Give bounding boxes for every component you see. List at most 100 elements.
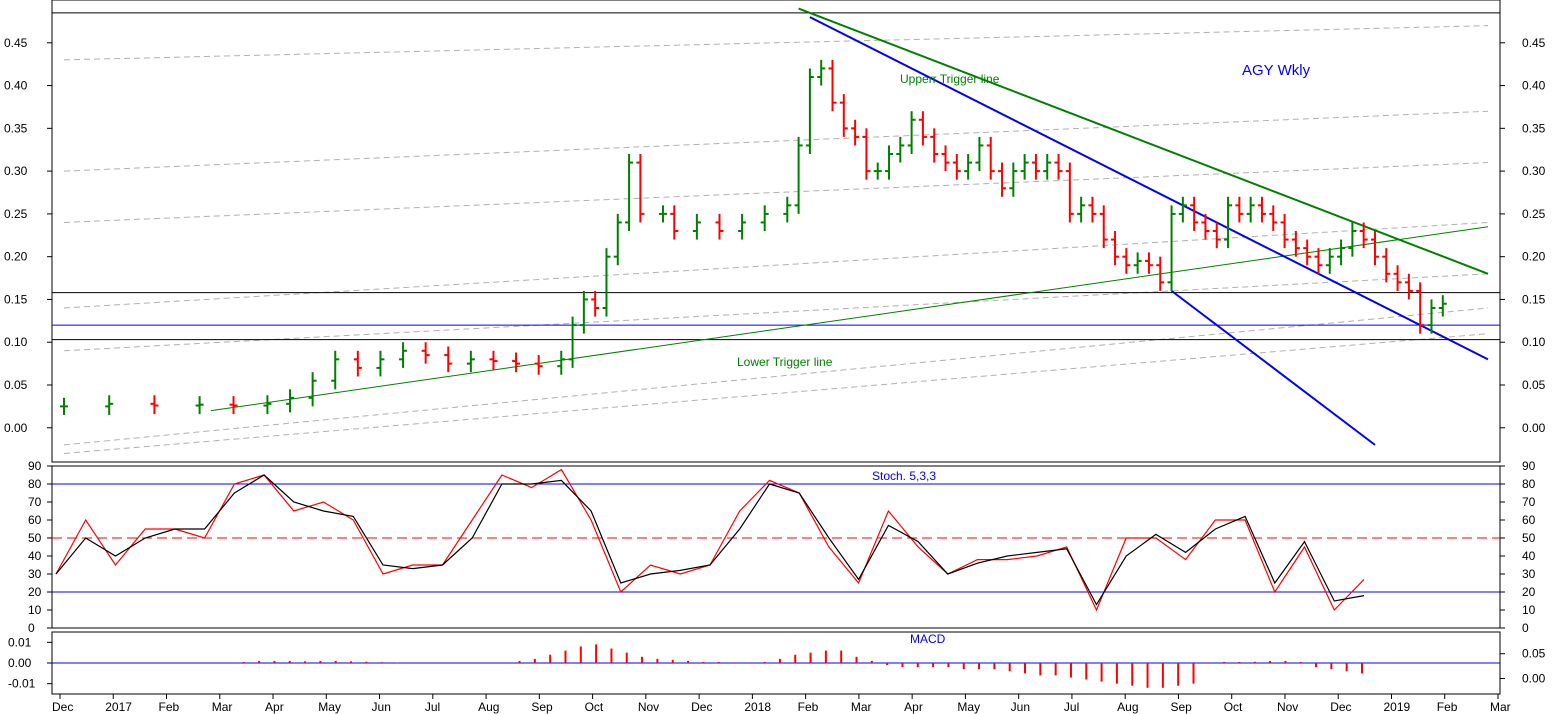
price-y-tick-label-right: 0.00 bbox=[1522, 421, 1546, 435]
price-panel: 0.45 0.45 0.40 0.40 0.35 0.35 0.30 0.30 0.25 0.25… bbox=[4, 0, 1546, 463]
stochastic-y-tick-label-right: 40 bbox=[1522, 549, 1536, 563]
stochastic-y-tick-label: 60 bbox=[28, 513, 42, 527]
price-trend-guides bbox=[63, 25, 1489, 454]
price-y-tick-label-right: 0.15 bbox=[1522, 292, 1546, 306]
price-y-tick-label-right: 0.05 bbox=[1522, 378, 1546, 392]
x-axis-tick-label: Jul bbox=[425, 700, 440, 714]
stochastic-title: Stoch. 5,3,3 bbox=[872, 469, 936, 483]
blue-channel-lower-line bbox=[1170, 290, 1376, 446]
macd-panel: 0.01 0.00 -0.01 0.05 0.00 MACD bbox=[8, 631, 1546, 695]
price-guide-line bbox=[63, 273, 1489, 352]
x-axis-tick-label: 2018 bbox=[744, 700, 771, 714]
lower-trigger-label: Lower Trigger line bbox=[737, 355, 833, 369]
x-axis-tick-label: Jun bbox=[372, 700, 391, 714]
x-axis-tick-label: Feb bbox=[159, 700, 180, 714]
price-y-tick-label: 0.30 bbox=[4, 164, 28, 178]
stochastic-y-tick-label-right: 60 bbox=[1522, 513, 1536, 527]
price-y-tick-label: 0.15 bbox=[4, 292, 28, 306]
stochastic-panel: 90 90 80 80 70 70 60 60 50 50 40 40 30 30 20 20 10 10 0 0 S… bbox=[28, 459, 1536, 635]
stochastic-lines bbox=[55, 468, 1365, 612]
x-axis-tick-label: Apr bbox=[265, 700, 284, 714]
stochastic-y-tick-label: 30 bbox=[28, 567, 42, 581]
price-y-tick-label: 0.00 bbox=[4, 421, 28, 435]
x-axis-tick-label: Sep bbox=[531, 700, 553, 714]
stochastic-slow-line bbox=[55, 474, 1365, 606]
price-guide-line bbox=[63, 162, 1489, 223]
stochastic-y-ticks: 90 90 80 80 70 70 60 60 50 50 40 40 30 30 20 20 10 10 0 0 bbox=[28, 459, 1536, 635]
price-y-tick-label: 0.40 bbox=[4, 79, 28, 93]
x-axis-tick-label: Oct bbox=[585, 700, 604, 714]
price-y-tick-label: 0.35 bbox=[4, 121, 28, 135]
stochastic-y-tick-label: 80 bbox=[28, 477, 42, 491]
x-axis-tick-label: Jul bbox=[1064, 700, 1079, 714]
macd-title: MACD bbox=[910, 632, 946, 646]
price-guide-line bbox=[63, 333, 1489, 454]
stochastic-y-tick-label: 90 bbox=[28, 459, 42, 473]
upper-trigger-label: Upperr Trigger line bbox=[900, 72, 1000, 86]
x-axis-tick-label: Sep bbox=[1170, 700, 1192, 714]
x-axis-tick-label: 2019 bbox=[1383, 700, 1410, 714]
price-levels bbox=[52, 7, 1500, 446]
x-axis-tick-label: Nov bbox=[638, 700, 659, 714]
price-bars bbox=[60, 59, 1447, 415]
x-axis-tick-label: Dec bbox=[1330, 700, 1351, 714]
x-axis-tick-label: Apr bbox=[904, 700, 923, 714]
stochastic-y-tick-label: 20 bbox=[28, 585, 42, 599]
price-y-tick-label: 0.20 bbox=[4, 250, 28, 264]
x-axis-tick-label: Mar bbox=[212, 700, 233, 714]
macd-y-tick-label: -0.01 bbox=[8, 677, 36, 691]
stochastic-y-tick-label: 10 bbox=[28, 603, 42, 617]
price-panel-frame bbox=[51, 0, 1501, 463]
macd-y-ticks: 0.01 0.00 -0.01 0.05 0.00 bbox=[8, 635, 1546, 690]
x-axis-tick-label: 2017 bbox=[105, 700, 132, 714]
x-axis-tick-label: Dec bbox=[691, 700, 712, 714]
stochastic-y-tick-label-right: 90 bbox=[1522, 459, 1536, 473]
x-axis-tick-label: Nov bbox=[1277, 700, 1298, 714]
stochastic-y-tick-label-right: 30 bbox=[1522, 567, 1536, 581]
x-axis: Dec 2017 Feb Mar Apr May Jun Jul Aug Sep Oct Nov Dec… bbox=[52, 693, 1511, 714]
price-y-tick-label-right: 0.40 bbox=[1522, 79, 1546, 93]
x-axis-tick-label: Feb bbox=[1437, 700, 1458, 714]
x-axis-tick-label: Oct bbox=[1224, 700, 1243, 714]
stochastic-y-tick-label-right: 80 bbox=[1522, 477, 1536, 491]
price-guide-line bbox=[63, 221, 1489, 309]
price-y-tick-label-right: 0.45 bbox=[1522, 36, 1546, 50]
price-y-tick-label-right: 0.10 bbox=[1522, 335, 1546, 349]
x-axis-tick-label: Mar bbox=[1490, 700, 1511, 714]
upper-trigger-line bbox=[798, 7, 1489, 275]
price-y-tick-label: 0.45 bbox=[4, 36, 28, 50]
price-y-tick-label-right: 0.20 bbox=[1522, 250, 1546, 264]
x-axis-tick-label: Dec bbox=[52, 700, 73, 714]
price-y-ticks: 0.45 0.45 0.40 0.40 0.35 0.35 0.30 0.30 0.25 0.25… bbox=[4, 36, 1546, 435]
macd-y-tick-label-right: 0.05 bbox=[1522, 647, 1546, 661]
stochastic-levels bbox=[52, 483, 1500, 593]
price-y-tick-label-right: 0.30 bbox=[1522, 164, 1546, 178]
price-y-tick-label-right: 0.35 bbox=[1522, 121, 1546, 135]
stochastic-panel-frame bbox=[51, 465, 1501, 629]
stochastic-y-tick-label-right: 50 bbox=[1522, 531, 1536, 545]
x-axis-tick-label: Aug bbox=[478, 700, 499, 714]
stochastic-y-tick-label: 70 bbox=[28, 495, 42, 509]
macd-y-tick-label: 0.01 bbox=[8, 635, 32, 649]
price-guide-line bbox=[63, 110, 1489, 172]
stochastic-y-tick-label: 0 bbox=[28, 621, 35, 635]
stochastic-y-tick-label-right: 10 bbox=[1522, 603, 1536, 617]
stochastic-y-tick-label-right: 20 bbox=[1522, 585, 1536, 599]
x-axis-tick-label: May bbox=[318, 700, 341, 714]
macd-y-tick-label: 0.00 bbox=[8, 656, 32, 670]
blue-channel-upper-line bbox=[809, 16, 1489, 361]
stochastic-y-tick-label: 40 bbox=[28, 549, 42, 563]
stochastic-y-tick-label-right: 0 bbox=[1522, 621, 1529, 635]
price-y-tick-label-right: 0.25 bbox=[1522, 207, 1546, 221]
lower-trigger-line bbox=[210, 226, 1489, 412]
x-axis-tick-label: Mar bbox=[851, 700, 872, 714]
macd-bars bbox=[52, 644, 1500, 688]
price-y-tick-label: 0.05 bbox=[4, 378, 28, 392]
x-axis-tick-label: Aug bbox=[1117, 700, 1138, 714]
x-axis-tick-label: Feb bbox=[798, 700, 819, 714]
x-axis-tick-label: Jun bbox=[1011, 700, 1030, 714]
macd-y-tick-label-right: 0.00 bbox=[1522, 672, 1546, 686]
price-y-tick-label: 0.25 bbox=[4, 207, 28, 221]
price-title: AGY Wkly bbox=[1242, 62, 1311, 79]
